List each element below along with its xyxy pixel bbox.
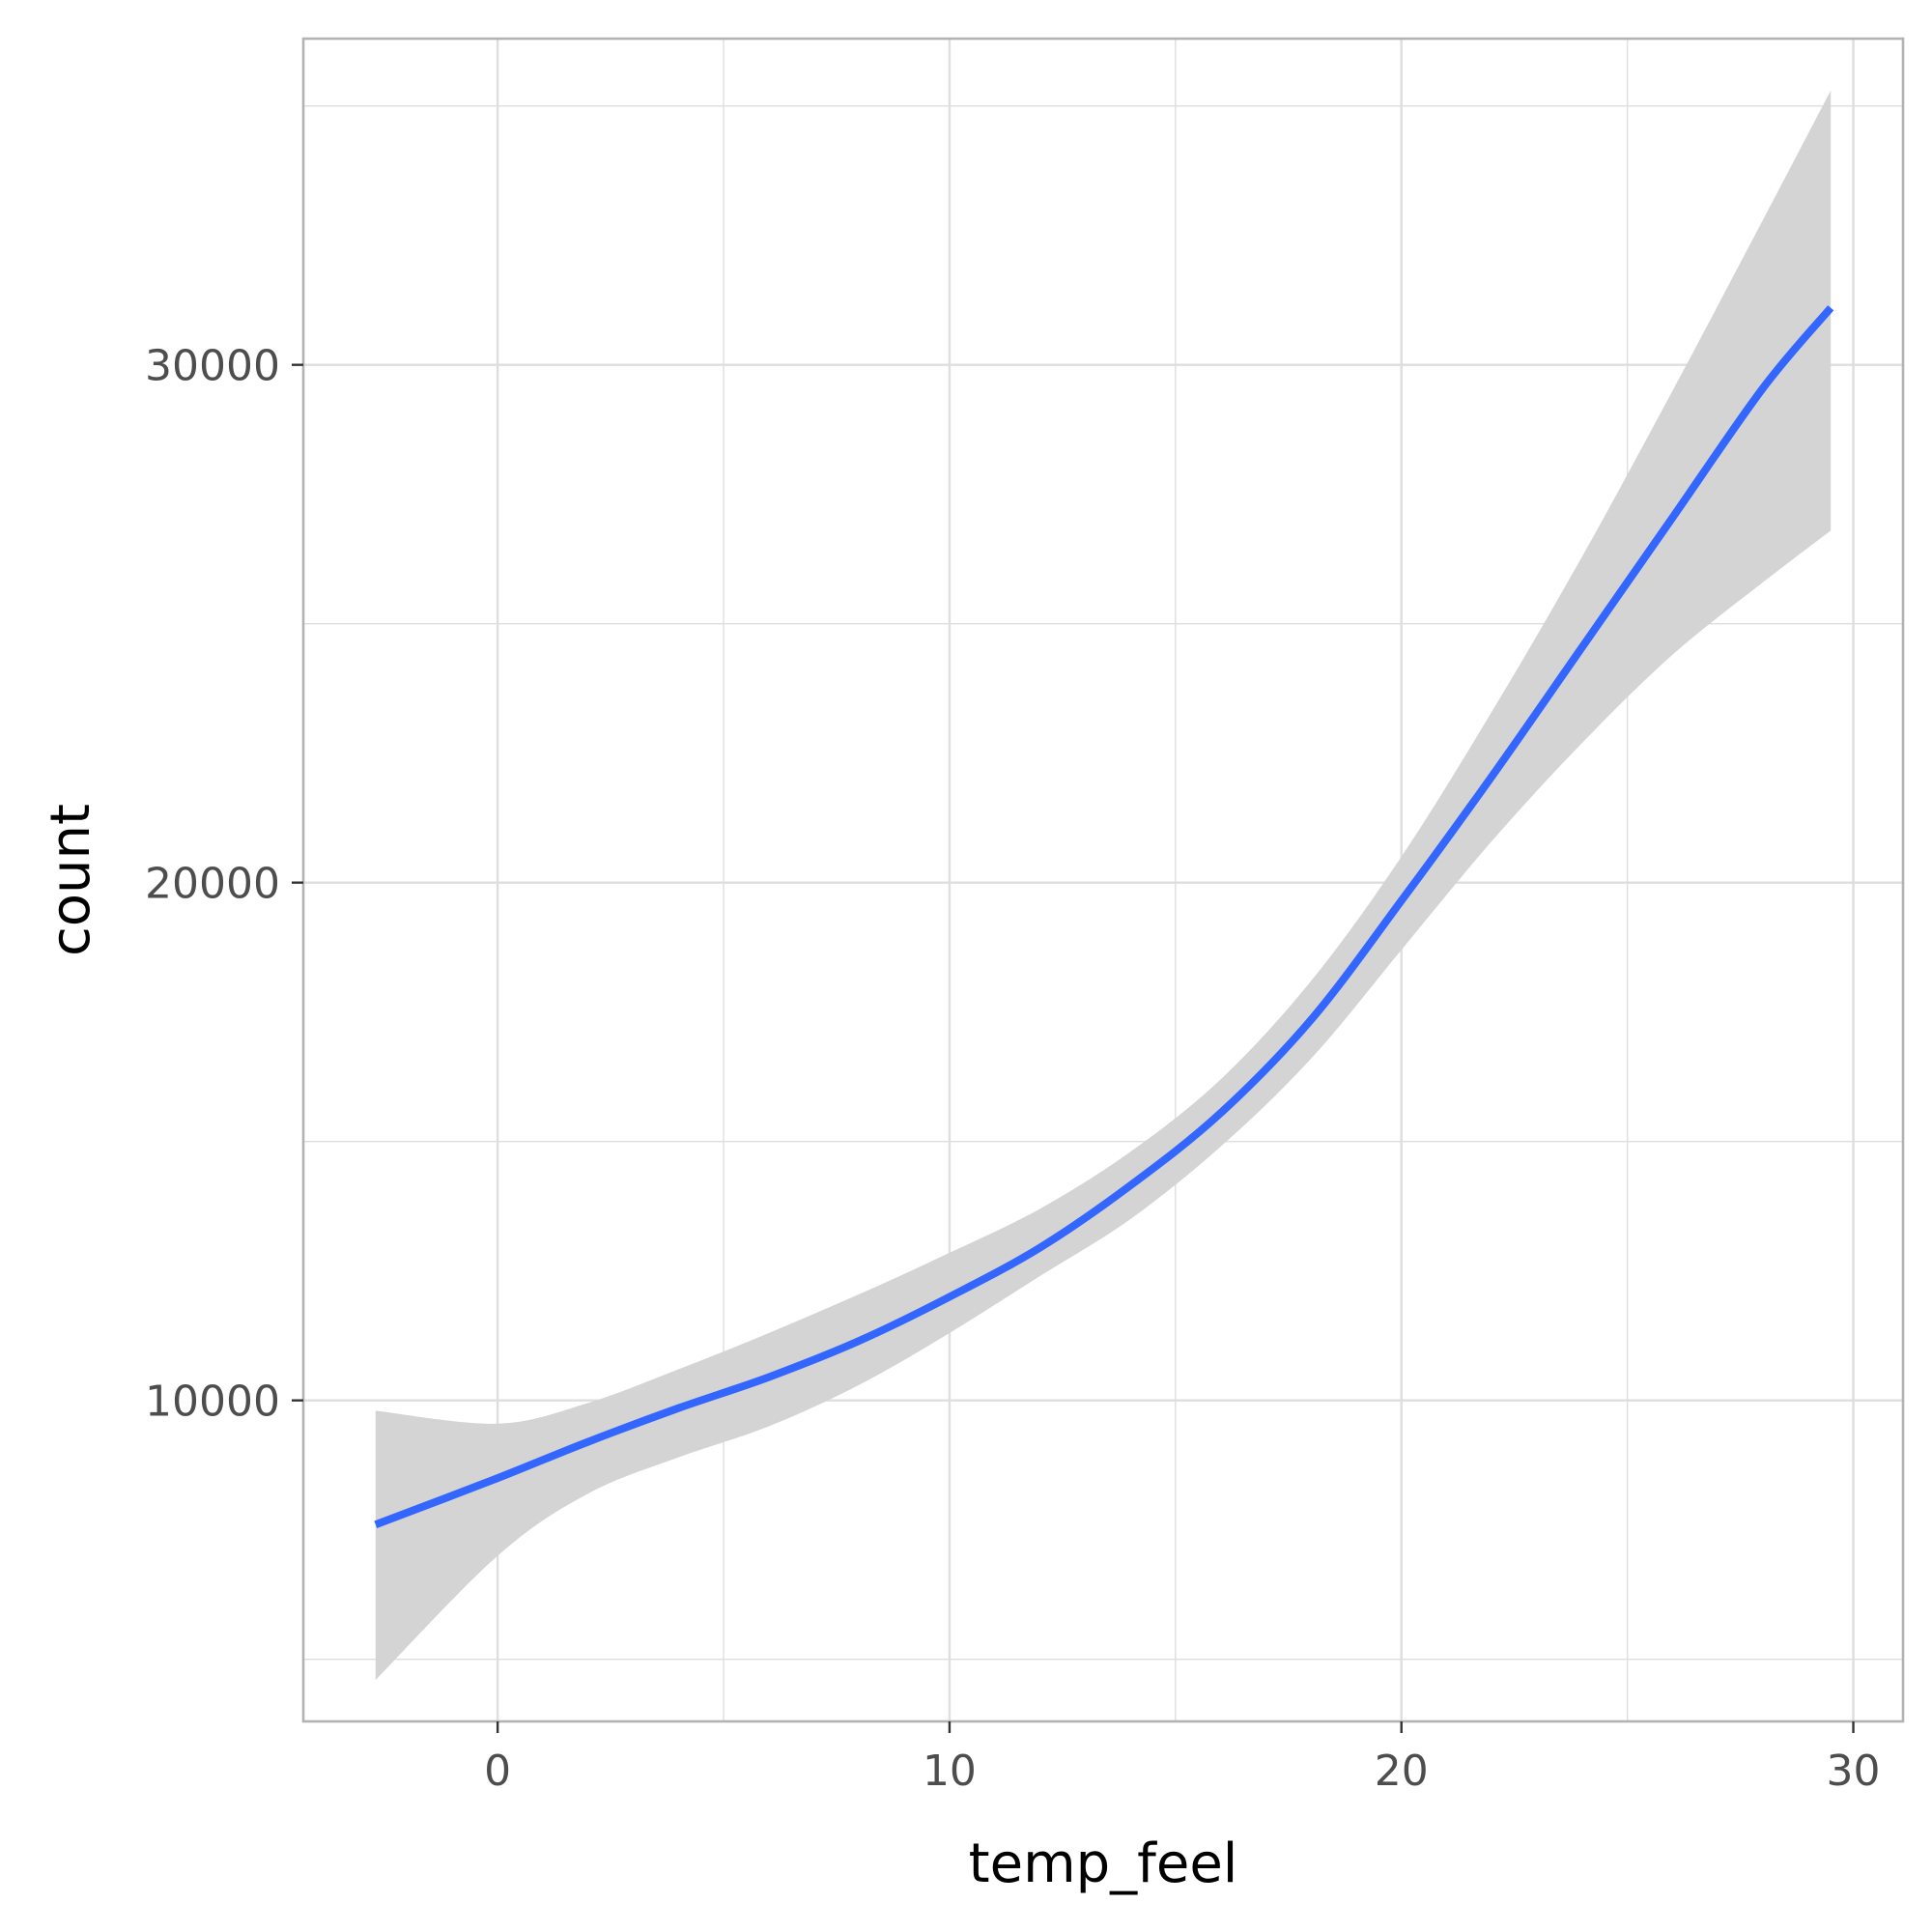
confidence-band xyxy=(375,90,1832,1681)
x-tick-label: 10 xyxy=(923,1747,977,1796)
confidence-ribbon xyxy=(375,90,1832,1681)
smooth-line xyxy=(374,305,1834,1529)
y-axis: 10000 20000 30000 xyxy=(145,342,303,1427)
fit-line xyxy=(374,305,1834,1529)
y-tick-label: 20000 xyxy=(145,860,280,909)
x-tick-label: 0 xyxy=(484,1747,511,1796)
y-tick-label: 10000 xyxy=(145,1378,280,1427)
y-tick-label: 30000 xyxy=(145,342,280,391)
y-axis-title: count xyxy=(40,804,102,956)
x-axis-title: temp_feel xyxy=(969,1833,1238,1895)
panel-border xyxy=(301,37,1905,1723)
x-tick-label: 20 xyxy=(1375,1747,1429,1796)
x-axis: 0 10 20 30 xyxy=(484,1721,1881,1796)
x-tick-label: 30 xyxy=(1827,1747,1881,1796)
